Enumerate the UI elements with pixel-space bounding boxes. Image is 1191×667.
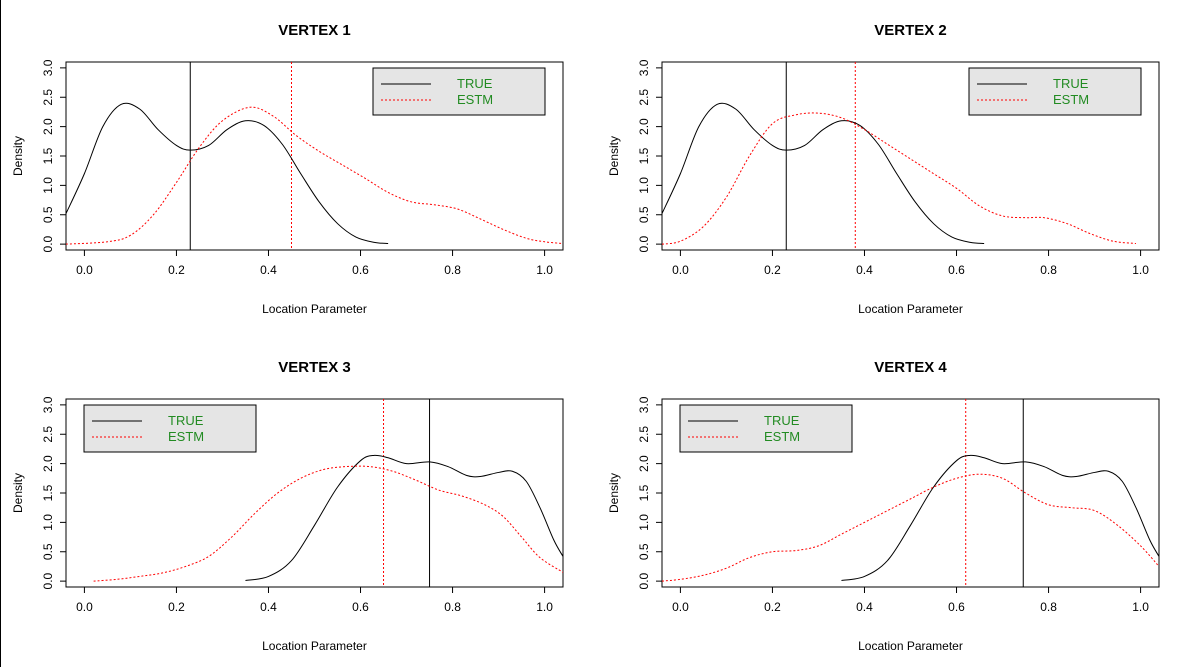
estm-density-line	[662, 112, 1137, 245]
y-tick-label: 2.5	[41, 89, 55, 106]
y-tick-label: 2.5	[637, 89, 651, 106]
y-axis-label: Density	[11, 136, 25, 176]
y-tick-label: 0.5	[637, 543, 651, 560]
left-border	[0, 0, 1, 667]
chart-panel-3: VERTEX 3 0.0 0.2 0.4 0.6 0.8 1.0 0.0 0.5 1.0 1.5 2.…	[11, 359, 564, 653]
y-axis-label: Density	[607, 136, 621, 176]
x-tick-label: 0.2	[764, 263, 781, 277]
y-tick-label: 1.0	[41, 177, 55, 194]
legend-label-true: TRUE	[1053, 76, 1089, 91]
x-tick-label: 0.8	[444, 600, 461, 614]
x-tick-label: 0.2	[764, 600, 781, 614]
y-tick-label: 1.0	[637, 177, 651, 194]
x-tick-label: 0.4	[856, 600, 873, 614]
y-tick-label: 3.0	[637, 396, 651, 413]
x-tick-label: 0.6	[352, 263, 369, 277]
true-density-line	[841, 454, 1159, 582]
y-tick-label: 2.0	[41, 455, 55, 472]
y-tick-label: 1.0	[637, 514, 651, 531]
x-axis-label: Location Parameter	[858, 302, 963, 316]
y-tick-label: 2.0	[637, 118, 651, 135]
x-tick-label: 0.6	[948, 600, 965, 614]
chart-title: VERTEX 2	[874, 22, 947, 39]
y-tick-label: 1.5	[41, 147, 55, 164]
legend-label-true: TRUE	[764, 413, 800, 428]
y-tick-label: 3.0	[41, 396, 55, 413]
legend-label-estm: ESTM	[168, 429, 204, 444]
true-density-line	[245, 454, 563, 582]
y-axis-label: Density	[607, 473, 621, 513]
x-tick-label: 0.2	[168, 263, 185, 277]
y-tick-label: 1.5	[41, 484, 55, 501]
y-tick-label: 0.0	[637, 235, 651, 252]
x-tick-label: 0.6	[948, 263, 965, 277]
x-tick-label: 0.8	[1040, 263, 1057, 277]
y-tick-label: 0.0	[637, 572, 651, 589]
legend-label-true: TRUE	[457, 76, 493, 91]
y-tick-label: 2.5	[637, 426, 651, 443]
y-tick-label: 0.5	[41, 543, 55, 560]
plot-area	[662, 399, 1159, 587]
legend-box	[372, 67, 546, 116]
legend-box	[968, 67, 1142, 116]
x-tick-label: 0.4	[260, 600, 277, 614]
chart-title: VERTEX 3	[278, 359, 351, 376]
chart-panel-1: VERTEX 1 0.0 0.2 0.4 0.6 0.8 1.0 0.0 0.5 1.0 1.5 2.…	[11, 22, 564, 316]
chart-title: VERTEX 1	[278, 22, 351, 39]
x-axis-label: Location Parameter	[262, 302, 367, 316]
legend-label-estm: ESTM	[1053, 92, 1089, 107]
y-tick-label: 2.5	[41, 426, 55, 443]
y-tick-label: 1.5	[637, 484, 651, 501]
x-tick-label: 0.0	[76, 263, 93, 277]
y-tick-label: 2.0	[637, 455, 651, 472]
x-tick-label: 0.4	[260, 263, 277, 277]
true-density-line	[66, 102, 389, 245]
y-axis-label: Density	[11, 473, 25, 513]
y-tick-label: 0.5	[637, 206, 651, 223]
estm-density-line	[93, 465, 563, 582]
chart-title: VERTEX 4	[874, 359, 947, 376]
estm-density-line	[662, 473, 1159, 582]
x-tick-label: 0.8	[1040, 600, 1057, 614]
legend-label-estm: ESTM	[764, 429, 800, 444]
legend-box	[83, 404, 257, 453]
x-tick-label: 1.0	[1132, 600, 1149, 614]
y-tick-label: 1.0	[41, 514, 55, 531]
x-tick-label: 0.0	[672, 600, 689, 614]
legend-label-estm: ESTM	[457, 92, 493, 107]
estm-density-line	[66, 106, 563, 245]
y-tick-label: 3.0	[637, 59, 651, 76]
legend-label-true: TRUE	[168, 413, 204, 428]
y-tick-label: 3.0	[41, 59, 55, 76]
legend-box	[679, 404, 853, 453]
x-tick-label: 1.0	[536, 600, 553, 614]
x-tick-label: 0.8	[444, 263, 461, 277]
x-tick-label: 0.6	[352, 600, 369, 614]
y-tick-label: 0.0	[41, 572, 55, 589]
y-tick-label: 2.0	[41, 118, 55, 135]
y-tick-label: 1.5	[637, 147, 651, 164]
x-tick-label: 0.2	[168, 600, 185, 614]
chart-panel-2: VERTEX 2 0.0 0.2 0.4 0.6 0.8 1.0 0.0 0.5 1.0 1.5 2.…	[607, 22, 1160, 316]
x-axis-label: Location Parameter	[858, 639, 963, 653]
x-tick-label: 1.0	[1132, 263, 1149, 277]
x-tick-label: 0.0	[672, 263, 689, 277]
plot-area	[662, 62, 1137, 250]
plot-area	[93, 399, 563, 587]
true-density-line	[662, 102, 985, 245]
x-tick-label: 0.4	[856, 263, 873, 277]
y-tick-label: 0.5	[41, 206, 55, 223]
plot-area	[66, 62, 563, 250]
chart-panel-4: VERTEX 4 0.0 0.2 0.4 0.6 0.8 1.0 0.0 0.5 1.0 1.5 2.…	[607, 359, 1160, 653]
x-axis-label: Location Parameter	[262, 639, 367, 653]
y-tick-label: 0.0	[41, 235, 55, 252]
x-tick-label: 1.0	[536, 263, 553, 277]
x-tick-label: 0.0	[76, 600, 93, 614]
